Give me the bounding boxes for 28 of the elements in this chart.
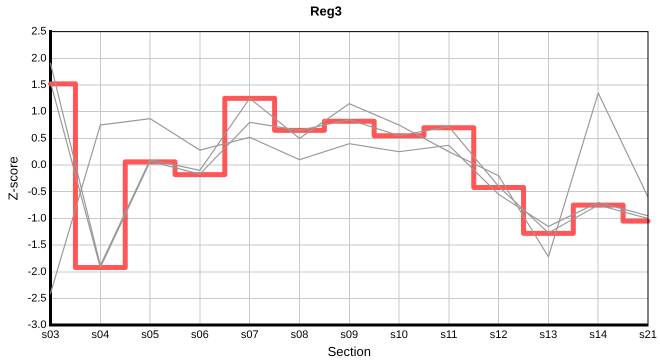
x-tick-label: s12 xyxy=(490,328,508,341)
x-tick-label: s07 xyxy=(240,328,259,341)
x-tick-label: s11 xyxy=(440,328,458,341)
x-axis-title: Section xyxy=(328,344,371,359)
y-tick-label: 2.5 xyxy=(31,26,47,38)
y-tick-label: 1.5 xyxy=(31,79,47,92)
y-tick-label: -1.0 xyxy=(28,212,47,224)
y-tick-label: -2.5 xyxy=(28,292,47,305)
x-tick-label: s05 xyxy=(141,328,160,341)
x-tick-label: s10 xyxy=(390,328,408,341)
x-tick-label: s21 xyxy=(639,328,657,341)
y-tick-label: -0.5 xyxy=(28,186,47,198)
y-tick-label: 2.0 xyxy=(31,52,47,64)
x-tick-label: s04 xyxy=(91,328,110,341)
y-axis-title: Z-score xyxy=(5,156,20,200)
x-tick-label: s03 xyxy=(42,328,60,341)
x-tick-label: s08 xyxy=(290,328,308,341)
y-tick-label: -2.0 xyxy=(28,266,47,278)
x-tick-label: s14 xyxy=(589,328,608,341)
x-tick-label: s13 xyxy=(540,328,558,341)
y-tick-label: 1.0 xyxy=(31,106,47,118)
x-tick-label: s06 xyxy=(191,328,209,341)
y-tick-label: -1.5 xyxy=(28,239,47,252)
y-tick-label: 0.5 xyxy=(31,132,47,144)
y-tick-label: -3.0 xyxy=(28,319,47,332)
chart-title: Reg3 xyxy=(310,3,342,18)
y-tick-label: 0.0 xyxy=(31,159,47,172)
x-tick-label: s09 xyxy=(340,328,358,341)
